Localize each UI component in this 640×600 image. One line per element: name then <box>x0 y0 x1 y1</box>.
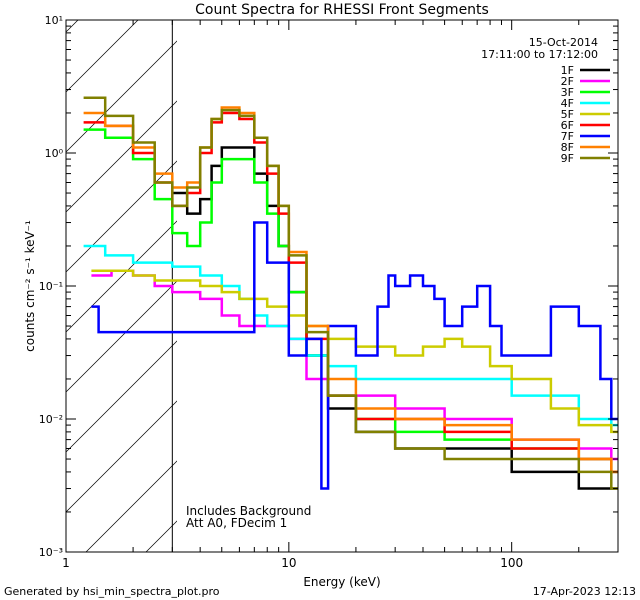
legend-date: 15-Oct-2014 <box>529 36 598 49</box>
legend-label-8F: 8F <box>561 141 574 154</box>
legend-label-3F: 3F <box>561 86 574 99</box>
y-tick-label: 10⁻³ <box>39 546 63 559</box>
series-line-6F <box>83 111 618 474</box>
hatched-region <box>66 20 177 552</box>
series-line-4F <box>83 244 618 427</box>
annotation-background: Includes Background <box>186 504 311 518</box>
legend-label-9F: 9F <box>561 152 574 165</box>
hatch-line <box>66 160 177 273</box>
legend-label-5F: 5F <box>561 108 574 121</box>
legend-time-range: 17:11:00 to 17:12:00 <box>481 48 598 61</box>
series-line-9F <box>83 96 618 490</box>
hatch-line <box>66 280 177 393</box>
series-line-5F <box>91 269 618 434</box>
footer-timestamp: 17-Apr-2023 12:13 <box>532 585 636 598</box>
annotation-attenuator: Att A0, FDecim 1 <box>186 516 287 530</box>
hatch-line <box>85 460 177 552</box>
legend-label-1F: 1F <box>561 64 574 77</box>
axis-ticks: 1 10 100 10⁻³ 10⁻² 10⁻¹ 10⁰ 10¹ <box>39 14 619 570</box>
y-tick-label: 10¹ <box>45 14 63 27</box>
series-group <box>83 96 618 490</box>
hatch-line <box>66 100 177 213</box>
hatch-line <box>66 40 177 153</box>
legend-label-6F: 6F <box>561 119 574 132</box>
series-line-7F <box>91 221 618 490</box>
x-tick-label: 100 <box>500 556 523 570</box>
hatch-line <box>66 340 177 453</box>
y-tick-label: 10⁻² <box>39 413 63 426</box>
series-line-8F <box>83 106 618 474</box>
y-tick-label: 10⁻¹ <box>39 280 63 293</box>
x-tick-label: 1 <box>62 556 70 570</box>
legend-label-2F: 2F <box>561 75 574 88</box>
legend-label-4F: 4F <box>561 97 574 110</box>
footer-generator: Generated by hsi_min_spectra_plot.pro <box>4 585 220 598</box>
legend-label-7F: 7F <box>561 130 574 143</box>
hatch-line <box>66 220 177 333</box>
hatch-line <box>66 400 177 513</box>
y-axis-label: counts cm⁻² s⁻¹ keV⁻¹ <box>23 220 37 352</box>
chart-title: Count Spectra for RHESSI Front Segments <box>195 2 489 18</box>
x-tick-label: 10 <box>281 556 296 570</box>
y-tick-label: 10⁰ <box>45 147 64 160</box>
x-axis-label: Energy (keV) <box>303 575 380 589</box>
series-line-3F <box>83 128 618 474</box>
